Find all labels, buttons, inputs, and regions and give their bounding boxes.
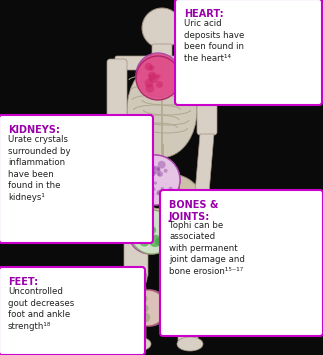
FancyBboxPatch shape	[107, 59, 127, 135]
Circle shape	[142, 8, 182, 48]
Circle shape	[158, 161, 166, 169]
Circle shape	[142, 188, 145, 191]
Circle shape	[130, 210, 174, 254]
Circle shape	[148, 226, 156, 234]
FancyBboxPatch shape	[152, 44, 172, 62]
Circle shape	[149, 235, 162, 247]
Circle shape	[136, 300, 145, 310]
Circle shape	[150, 170, 156, 176]
Text: FEET:: FEET:	[8, 277, 38, 287]
Circle shape	[149, 65, 154, 71]
Circle shape	[148, 191, 154, 198]
Circle shape	[145, 79, 153, 87]
Circle shape	[177, 267, 199, 289]
Circle shape	[136, 53, 180, 97]
Circle shape	[146, 164, 152, 170]
Ellipse shape	[114, 202, 132, 222]
Circle shape	[128, 210, 172, 254]
Text: Uric acid
deposits have
been found in
the heart¹⁴: Uric acid deposits have been found in th…	[184, 20, 245, 63]
Circle shape	[136, 187, 142, 193]
Circle shape	[140, 305, 146, 311]
Circle shape	[143, 163, 148, 168]
Circle shape	[136, 56, 180, 100]
Circle shape	[139, 236, 150, 247]
Ellipse shape	[142, 181, 182, 209]
Text: KIDNEYS:: KIDNEYS:	[8, 125, 60, 135]
Circle shape	[152, 166, 161, 174]
Text: Urate crystals
surrounded by
inflammation
have been
found in the
kidneys¹: Urate crystals surrounded by inflammatio…	[8, 136, 71, 202]
Ellipse shape	[192, 202, 210, 222]
FancyBboxPatch shape	[175, 0, 322, 105]
FancyBboxPatch shape	[0, 267, 145, 355]
Circle shape	[138, 189, 144, 195]
Circle shape	[151, 187, 156, 191]
Circle shape	[156, 81, 163, 88]
Circle shape	[164, 169, 168, 173]
Circle shape	[141, 304, 149, 312]
FancyBboxPatch shape	[178, 285, 198, 343]
Circle shape	[145, 63, 152, 71]
Circle shape	[148, 72, 156, 80]
Circle shape	[156, 74, 161, 78]
FancyBboxPatch shape	[197, 59, 217, 135]
Circle shape	[140, 295, 148, 302]
Text: HEART:: HEART:	[184, 9, 224, 19]
Circle shape	[154, 181, 157, 185]
Circle shape	[130, 290, 166, 326]
Circle shape	[138, 191, 142, 195]
Circle shape	[157, 171, 163, 177]
Polygon shape	[110, 134, 130, 205]
Circle shape	[150, 165, 156, 171]
Circle shape	[148, 170, 153, 176]
Ellipse shape	[124, 173, 200, 218]
Circle shape	[156, 167, 160, 171]
FancyBboxPatch shape	[0, 115, 153, 243]
Circle shape	[130, 155, 180, 205]
Circle shape	[132, 290, 168, 326]
FancyBboxPatch shape	[115, 56, 209, 70]
Circle shape	[157, 173, 161, 176]
Circle shape	[169, 187, 172, 191]
Circle shape	[149, 73, 158, 83]
Circle shape	[141, 171, 146, 176]
Circle shape	[161, 187, 164, 190]
Circle shape	[155, 237, 164, 246]
FancyBboxPatch shape	[124, 207, 148, 278]
FancyBboxPatch shape	[160, 190, 323, 336]
Circle shape	[145, 84, 154, 93]
Circle shape	[157, 237, 163, 244]
Circle shape	[148, 169, 155, 176]
Ellipse shape	[177, 337, 203, 351]
Circle shape	[141, 312, 150, 322]
Ellipse shape	[127, 62, 197, 158]
Ellipse shape	[125, 337, 151, 351]
Circle shape	[160, 190, 168, 198]
Circle shape	[130, 155, 180, 205]
FancyBboxPatch shape	[126, 285, 146, 343]
Circle shape	[157, 168, 160, 171]
FancyBboxPatch shape	[176, 207, 200, 278]
Circle shape	[146, 171, 152, 178]
Text: Uncontrolled
gout decreases
foot and ankle
strength¹⁸: Uncontrolled gout decreases foot and ank…	[8, 288, 74, 331]
Circle shape	[166, 191, 173, 198]
Circle shape	[147, 164, 154, 171]
Text: BONES &
JOINTS:: BONES & JOINTS:	[169, 200, 218, 222]
Circle shape	[125, 267, 147, 289]
Circle shape	[138, 221, 147, 230]
Circle shape	[157, 190, 162, 195]
Text: Tophi can be
associated
with permanent
joint damage and
bone erosion¹⁵⁻¹⁷: Tophi can be associated with permanent j…	[169, 221, 245, 276]
Polygon shape	[194, 134, 214, 205]
Circle shape	[156, 192, 160, 195]
Circle shape	[142, 171, 148, 176]
